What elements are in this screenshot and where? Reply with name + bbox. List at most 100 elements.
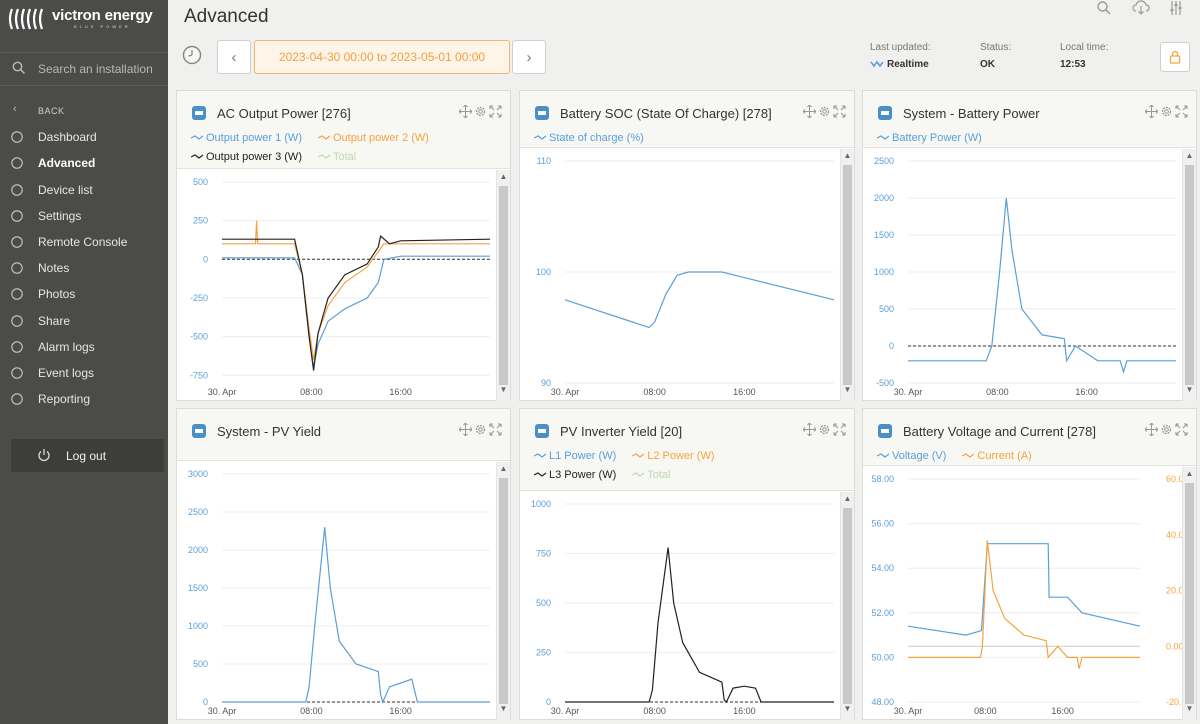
sidebar-item-settings[interactable]: Settings bbox=[0, 203, 168, 229]
local-time-label: Local time: bbox=[1060, 42, 1109, 53]
chart-scrollbar[interactable]: ▲ ▼ bbox=[496, 170, 510, 401]
legend-item[interactable]: Output power 3 (W) bbox=[190, 148, 310, 167]
legend-item[interactable]: Output power 1 (W) bbox=[190, 129, 310, 148]
legend-item[interactable]: Voltage (V) bbox=[876, 447, 954, 466]
cloud-download-icon[interactable] bbox=[1132, 0, 1154, 18]
x-tick-label: 16:00 bbox=[733, 706, 756, 716]
gear-icon[interactable] bbox=[1160, 423, 1173, 441]
sidebar-item-alarm-logs[interactable]: Alarm logs bbox=[0, 334, 168, 360]
scroll-up-icon[interactable]: ▲ bbox=[499, 464, 508, 473]
move-icon[interactable] bbox=[1144, 104, 1159, 123]
power-icon bbox=[38, 449, 50, 462]
legend-item[interactable]: Battery Power (W) bbox=[876, 129, 990, 148]
scroll-thumb[interactable] bbox=[843, 165, 852, 385]
ac-output-icon bbox=[191, 105, 207, 121]
scroll-down-icon[interactable]: ▼ bbox=[499, 704, 508, 713]
sidebar-item-share[interactable]: Share bbox=[0, 308, 168, 334]
sliders-icon[interactable] bbox=[1168, 0, 1190, 18]
chart-scrollbar[interactable]: ▲ ▼ bbox=[1182, 467, 1196, 720]
legend-item[interactable]: Output power 2 (W) bbox=[317, 129, 437, 148]
expand-icon[interactable] bbox=[1175, 423, 1188, 441]
chart-area: 1000 750 500 250 0 30. Apr 08:00 16:00 ▲ ▼ bbox=[520, 492, 854, 720]
widget-title: System - Battery Power bbox=[903, 106, 1040, 121]
expand-icon[interactable] bbox=[833, 105, 846, 123]
nav-back[interactable]: ‹ BACK bbox=[0, 98, 168, 124]
move-icon[interactable] bbox=[802, 104, 817, 123]
chart-scrollbar[interactable]: ▲ ▼ bbox=[840, 492, 854, 720]
expand-icon[interactable] bbox=[489, 105, 502, 123]
chart-scrollbar[interactable]: ▲ ▼ bbox=[840, 149, 854, 401]
gear-icon[interactable] bbox=[474, 105, 487, 123]
y-tick-label: 110 bbox=[537, 156, 551, 166]
logout-button[interactable]: Log out bbox=[11, 439, 164, 472]
scroll-down-icon[interactable]: ▼ bbox=[843, 704, 852, 713]
sidebar-item-remote-console[interactable]: Remote Console bbox=[0, 229, 168, 255]
sidebar-item-photos[interactable]: Photos bbox=[0, 281, 168, 307]
legend-item[interactable]: Total bbox=[631, 466, 678, 485]
reporting-icon bbox=[10, 392, 24, 406]
sidebar-item-label: Share bbox=[38, 313, 71, 328]
clock-icon[interactable] bbox=[182, 45, 202, 70]
expand-icon[interactable] bbox=[489, 423, 502, 441]
y-tick-label: 500 bbox=[879, 304, 894, 314]
legend-item[interactable]: Total bbox=[317, 148, 364, 167]
search-icon[interactable] bbox=[1096, 0, 1118, 18]
chart-scrollbar[interactable]: ▲ ▼ bbox=[1182, 149, 1196, 401]
move-icon[interactable] bbox=[1144, 422, 1159, 441]
sidebar-item-advanced[interactable]: Advanced bbox=[0, 150, 168, 176]
sidebar-item-label: Alarm logs bbox=[38, 339, 95, 354]
scroll-thumb[interactable] bbox=[499, 478, 508, 704]
x-tick-label: 08:00 bbox=[643, 706, 666, 716]
scroll-down-icon[interactable]: ▼ bbox=[843, 385, 852, 394]
gear-icon[interactable] bbox=[1160, 105, 1173, 123]
expand-icon[interactable] bbox=[833, 423, 846, 441]
installation-search[interactable]: Search an installation bbox=[0, 52, 168, 86]
scroll-down-icon[interactable]: ▼ bbox=[1185, 385, 1194, 394]
chart-legend: State of charge (%) bbox=[533, 129, 794, 148]
widget-3: System - PV Yield 3000 2500 2000 1500 1000 500… bbox=[176, 408, 511, 720]
pv-inverter-icon bbox=[534, 423, 550, 439]
chart-scrollbar[interactable]: ▲ ▼ bbox=[496, 462, 510, 720]
gear-icon[interactable] bbox=[818, 105, 831, 123]
next-range-button[interactable]: › bbox=[512, 40, 546, 74]
prev-range-button[interactable]: ‹ bbox=[217, 40, 251, 74]
victron-logo[interactable]: victron energy BLUE POWER bbox=[8, 6, 153, 32]
widget-header: Battery Voltage and Current [278] Voltage… bbox=[863, 409, 1196, 466]
scroll-thumb[interactable] bbox=[1185, 483, 1194, 704]
page-title: Advanced bbox=[184, 6, 269, 27]
widget-header: PV Inverter Yield [20] L1 Power (W) L2 Pow… bbox=[520, 409, 854, 491]
scroll-down-icon[interactable]: ▼ bbox=[1185, 704, 1194, 713]
legend-item[interactable]: L2 Power (W) bbox=[631, 447, 722, 466]
date-range-picker[interactable]: 2023-04-30 00:00 to 2023-05-01 00:00 bbox=[254, 40, 510, 74]
expand-icon[interactable] bbox=[1175, 105, 1188, 123]
legend-item[interactable]: L1 Power (W) bbox=[533, 447, 624, 466]
y-right-tick-label: 60.00 bbox=[1166, 474, 1189, 484]
sidebar-item-device-list[interactable]: Device list bbox=[0, 177, 168, 203]
gear-icon[interactable] bbox=[474, 423, 487, 441]
widget-tools bbox=[802, 422, 846, 441]
scroll-up-icon[interactable]: ▲ bbox=[1185, 469, 1194, 478]
legend-item[interactable]: State of charge (%) bbox=[533, 129, 652, 148]
move-icon[interactable] bbox=[802, 422, 817, 441]
legend-item[interactable]: L3 Power (W) bbox=[533, 466, 624, 485]
scroll-down-icon[interactable]: ▼ bbox=[499, 385, 508, 394]
scroll-thumb[interactable] bbox=[843, 508, 852, 704]
scroll-thumb[interactable] bbox=[1185, 165, 1194, 385]
widget-title: Battery SOC (State Of Charge) [278] bbox=[560, 106, 772, 121]
sidebar-item-dashboard[interactable]: Dashboard bbox=[0, 124, 168, 150]
scroll-up-icon[interactable]: ▲ bbox=[499, 172, 508, 181]
legend-item[interactable]: Current (A) bbox=[962, 447, 1039, 466]
scroll-thumb[interactable] bbox=[499, 186, 508, 385]
move-icon[interactable] bbox=[458, 422, 473, 441]
scroll-up-icon[interactable]: ▲ bbox=[1185, 151, 1194, 160]
move-icon[interactable] bbox=[458, 104, 473, 123]
realtime-wave-icon bbox=[870, 61, 884, 68]
alarm-logs-icon bbox=[10, 340, 24, 354]
lock-button[interactable] bbox=[1160, 42, 1190, 72]
scroll-up-icon[interactable]: ▲ bbox=[843, 151, 852, 160]
sidebar-item-notes[interactable]: Notes bbox=[0, 255, 168, 281]
sidebar-item-event-logs[interactable]: Event logs bbox=[0, 360, 168, 386]
gear-icon[interactable] bbox=[818, 423, 831, 441]
sidebar-item-reporting[interactable]: Reporting bbox=[0, 386, 168, 412]
scroll-up-icon[interactable]: ▲ bbox=[843, 494, 852, 503]
